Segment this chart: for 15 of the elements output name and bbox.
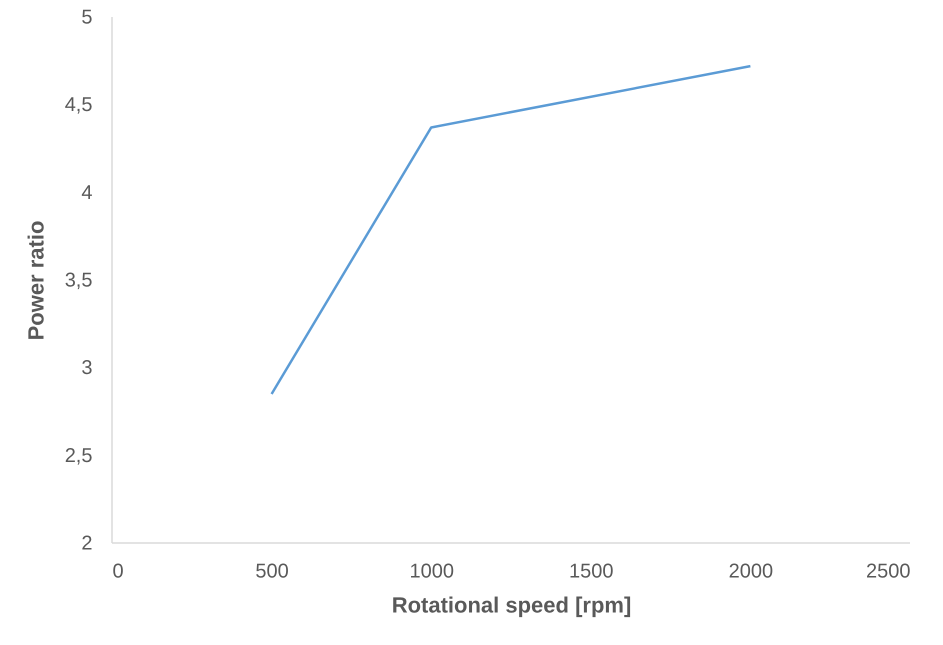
x-axis-title: Rotational speed [rpm]	[392, 592, 632, 618]
y-tick-label: 4	[81, 182, 92, 204]
x-tick-label: 500	[255, 560, 289, 582]
y-tick-label: 3	[81, 357, 92, 380]
x-tick-label: 1500	[569, 560, 614, 582]
x-tick-label: 0	[112, 560, 124, 582]
y-tick-label: 4,5	[64, 94, 92, 116]
y-axis-title: Power ratio	[24, 220, 49, 340]
y-tick-label: 2,5	[64, 444, 92, 467]
y-tick-label: 5	[81, 6, 92, 28]
x-tick-label: 1000	[409, 560, 454, 582]
y-tick-label: 2	[81, 532, 92, 554]
y-tick-label: 3,5	[64, 270, 92, 292]
x-tick-label: 2000	[728, 560, 774, 582]
x-tick-label: 2500	[866, 560, 910, 582]
